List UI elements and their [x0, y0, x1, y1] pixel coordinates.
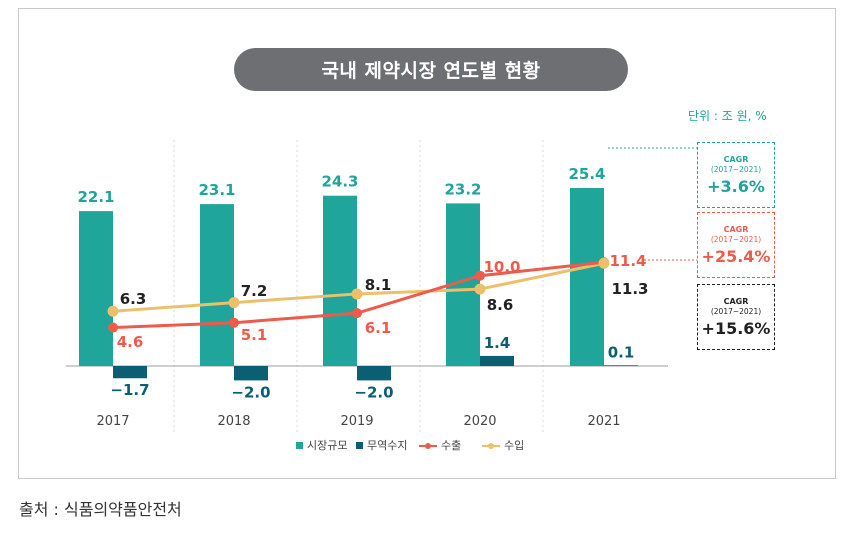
point-export-2018: [229, 317, 239, 328]
label-import-2020: 8.6: [487, 296, 514, 314]
label-market-2020: 23.2: [444, 180, 481, 198]
year-label-2021: 2021: [587, 414, 620, 429]
cagr-value: +25.4%: [701, 246, 771, 266]
bar-market-2021: [570, 188, 604, 366]
year-label-2018: 2018: [217, 414, 250, 429]
bar-balance-2019: [357, 366, 391, 381]
bar-market-2019: [323, 195, 357, 366]
label-market-2018: 23.1: [198, 181, 235, 199]
label-market-2021: 25.4: [568, 165, 605, 183]
cagr-value: +15.6%: [701, 318, 771, 338]
legend-market-swatch: [296, 442, 303, 449]
label-market-2017: 22.1: [77, 188, 114, 206]
label-import-2021: 11.3: [611, 280, 648, 298]
label-export-2018: 5.1: [241, 326, 268, 344]
bar-market-2018: [200, 204, 234, 366]
cagr-period: (2017~2021): [710, 306, 762, 316]
bar-balance-2021: [604, 365, 638, 366]
bar-market-2017: [79, 211, 113, 366]
label-export-2017: 4.6: [117, 333, 144, 351]
point-export-2019: [352, 308, 362, 319]
point-export-2017: [108, 322, 118, 333]
label-balance-2017: −1.7: [110, 381, 149, 399]
legend-market-label: 시장규모: [307, 439, 347, 452]
cagr-box-market: CAGR (2017~2021) +3.6%: [697, 142, 775, 208]
label-balance-2021: 0.1: [608, 343, 635, 361]
bar-balance-2017: [113, 366, 147, 379]
label-export-2021: 11.4: [609, 252, 646, 270]
point-export-2020: [475, 270, 485, 281]
year-label-2017: 2017: [96, 414, 129, 429]
label-import-2018: 7.2: [241, 282, 268, 300]
point-import-2021: [598, 257, 610, 269]
legend-balance-swatch: [356, 442, 363, 449]
label-balance-2020: 1.4: [484, 334, 511, 352]
label-import-2017: 6.3: [120, 290, 147, 308]
point-import-2017: [107, 305, 119, 317]
cagr-label: CAGR: [723, 296, 749, 306]
year-label-2019: 2019: [340, 414, 373, 429]
point-import-2020: [474, 283, 486, 295]
cagr-value: +3.6%: [707, 176, 765, 196]
point-import-2018: [228, 297, 240, 309]
unit-label: 단위 : 조 원, %: [688, 109, 767, 123]
chart-title: 국내 제약시장 연도별 현황: [234, 48, 628, 91]
cagr-box-import: CAGR (2017~2021) +15.6%: [697, 284, 775, 350]
label-balance-2018: −2.0: [231, 383, 270, 401]
label-import-2019: 8.1: [365, 276, 392, 294]
bar-balance-2020: [480, 355, 514, 366]
cagr-box-export: CAGR (2017~2021) +25.4%: [697, 212, 775, 278]
label-balance-2019: −2.0: [354, 383, 393, 401]
year-label-2020: 2020: [463, 414, 496, 429]
bar-balance-2018: [234, 366, 268, 381]
cagr-period: (2017~2021): [710, 164, 762, 174]
label-export-2020: 10.0: [483, 258, 520, 276]
legend-export-label: 수출: [441, 439, 461, 452]
point-import-2019: [351, 288, 363, 300]
legend-import-marker: [488, 443, 494, 449]
source-note: 출처 : 식품의약품안전처: [19, 500, 182, 519]
label-market-2019: 24.3: [321, 173, 358, 191]
cagr-label: CAGR: [723, 224, 749, 234]
label-export-2019: 6.1: [365, 319, 392, 337]
cagr-label: CAGR: [723, 154, 749, 164]
legend-export-marker: [425, 443, 431, 449]
legend-import-label: 수입: [504, 439, 524, 452]
cagr-period: (2017~2021): [710, 234, 762, 244]
legend-balance-label: 무역수지: [367, 439, 407, 452]
